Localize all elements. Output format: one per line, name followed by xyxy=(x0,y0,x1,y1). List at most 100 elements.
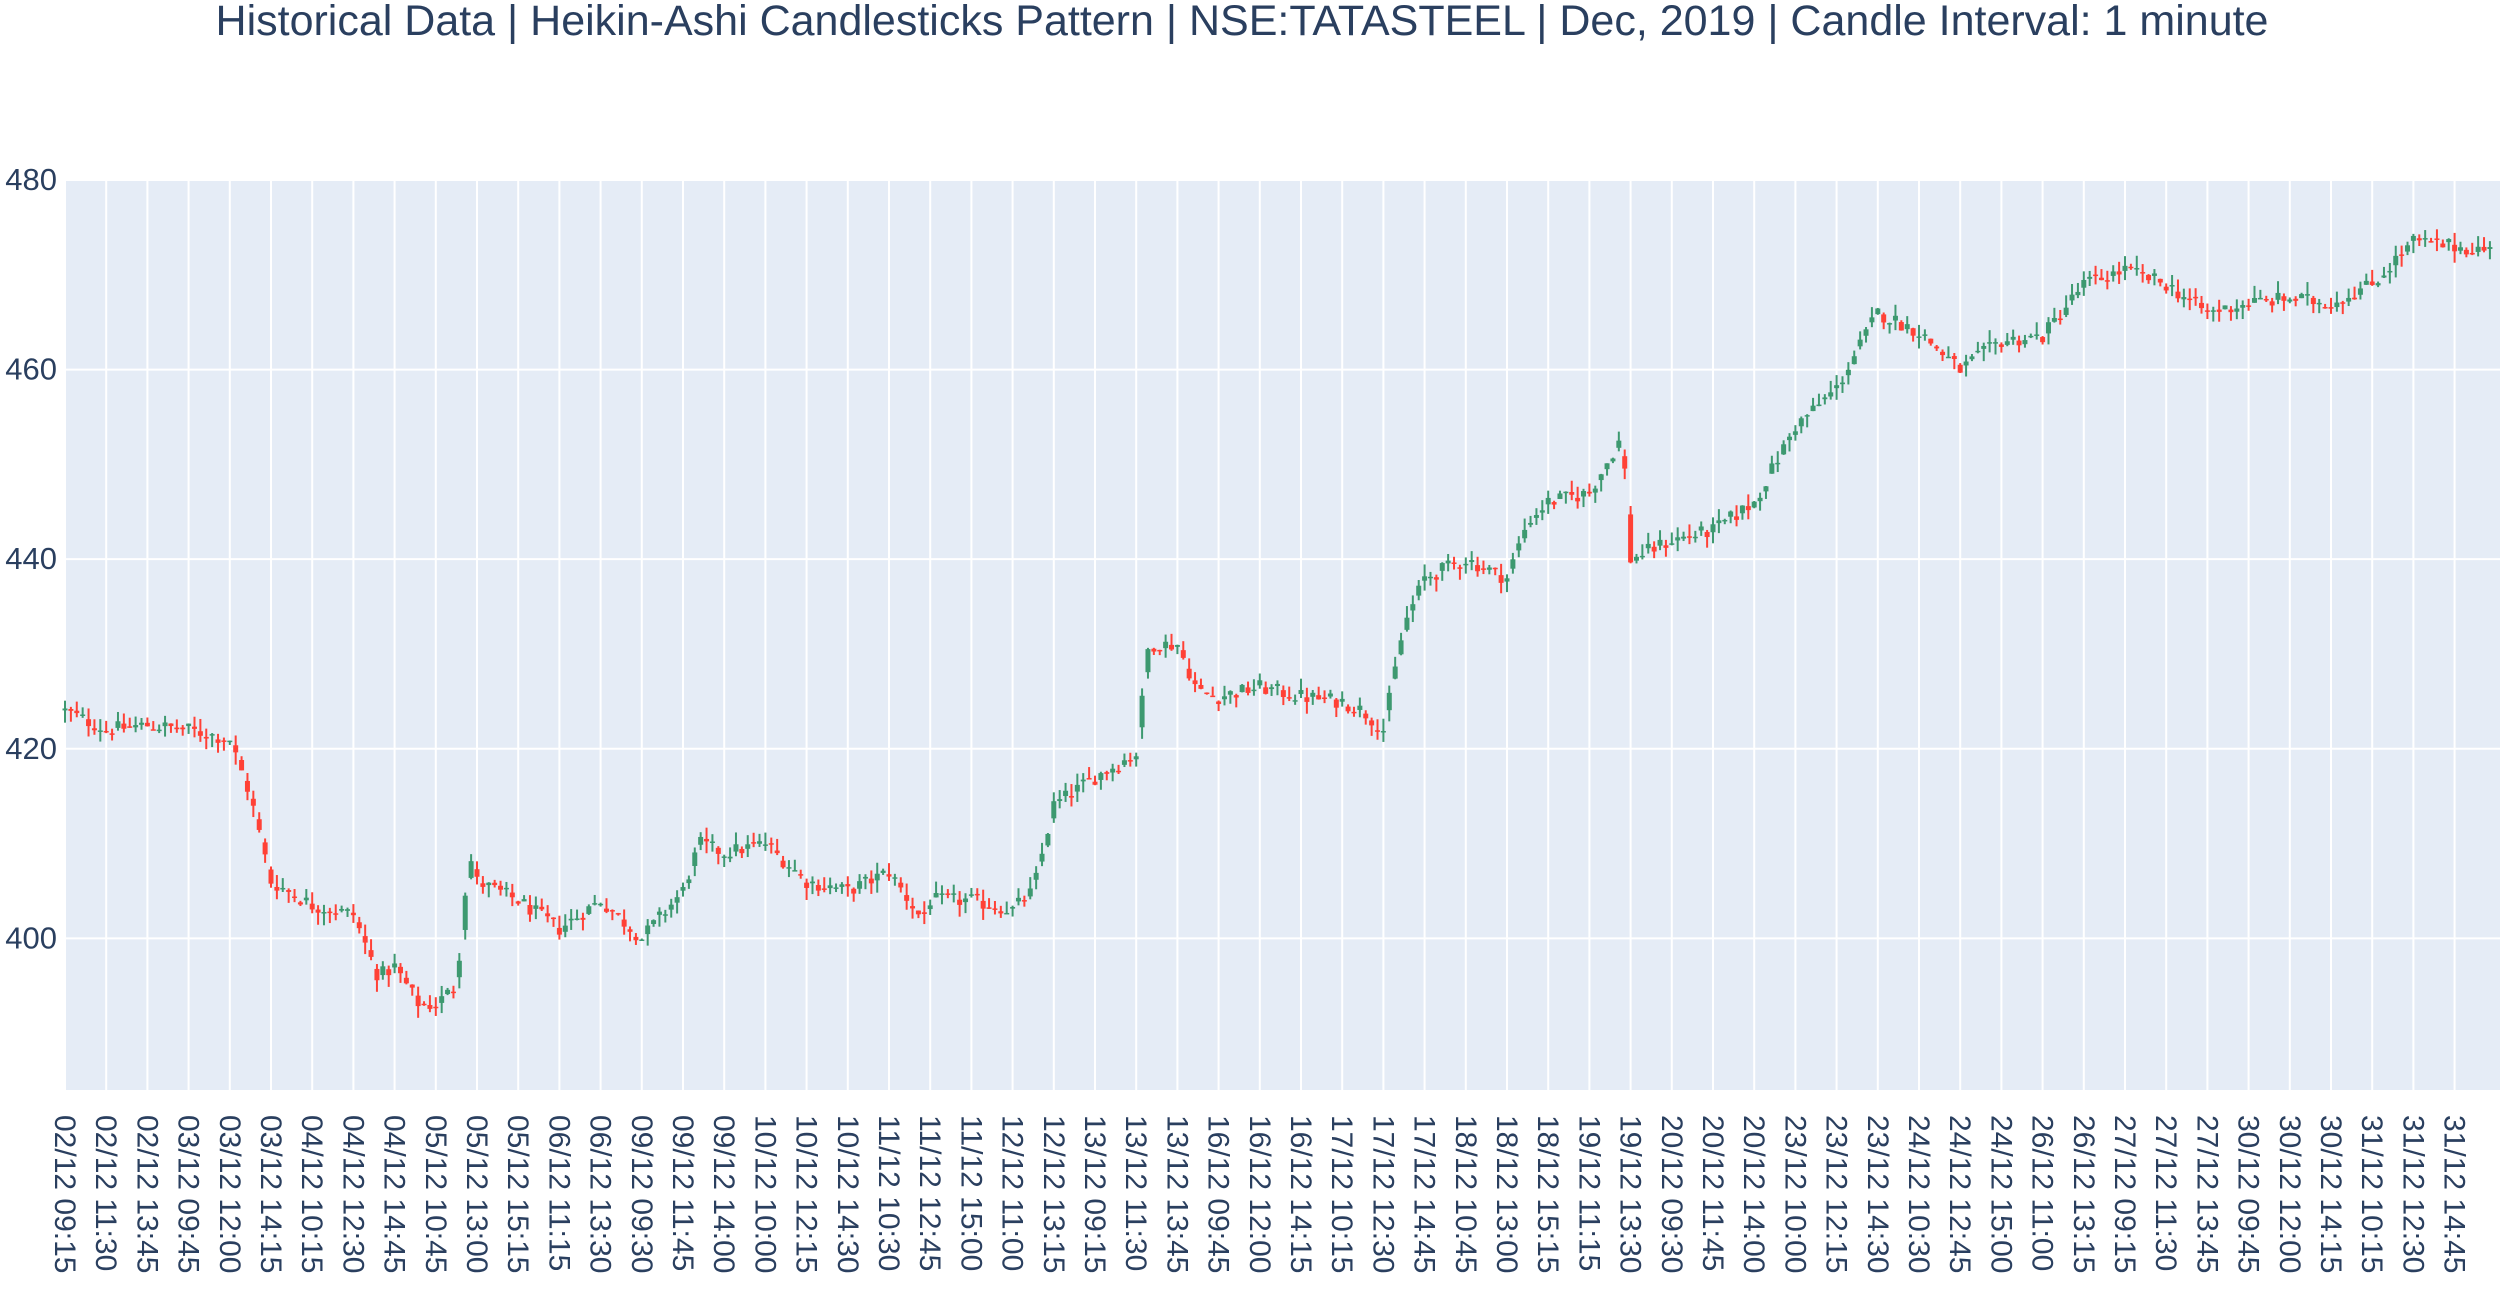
candle-body xyxy=(1339,698,1345,702)
candle-body xyxy=(1639,555,1645,558)
x-tick-label: 11/12 10:30 xyxy=(872,1115,905,1271)
x-tick-label: 27/12 13:45 xyxy=(2190,1115,2223,1273)
candle-body xyxy=(1934,346,1940,349)
y-axis: 400 420 440 460 480 xyxy=(5,162,57,955)
candle-body xyxy=(174,727,180,730)
candle-body xyxy=(2263,298,2269,301)
candle-body xyxy=(1745,506,1751,511)
candle-body xyxy=(427,1005,433,1009)
candle-body xyxy=(1804,415,1810,417)
candle-body xyxy=(527,905,533,915)
candle-body xyxy=(968,894,974,896)
candle-body xyxy=(1186,668,1192,679)
candle-body xyxy=(168,723,174,727)
y-tick-label: 400 xyxy=(5,920,57,955)
candle-body xyxy=(403,977,409,984)
candle-body xyxy=(709,841,715,843)
candle-body xyxy=(2234,308,2240,312)
candle-body xyxy=(680,887,686,891)
candle-body xyxy=(1922,334,1928,336)
candle-body xyxy=(1280,690,1286,698)
candle-body xyxy=(2422,238,2428,240)
candle-body xyxy=(1086,778,1092,780)
candle-body xyxy=(1039,853,1045,862)
x-tick-label: 05/12 10:45 xyxy=(419,1115,452,1273)
candle-body xyxy=(2428,241,2434,243)
candle-body xyxy=(2275,292,2281,300)
candle-body xyxy=(1357,705,1363,710)
candle-body xyxy=(1963,361,1969,366)
candle-body xyxy=(621,919,627,927)
candle-body xyxy=(1433,577,1439,580)
plot-area xyxy=(65,180,2500,1090)
candle-body xyxy=(562,925,568,932)
candle-body xyxy=(221,740,227,742)
candle-body xyxy=(286,890,292,892)
candle-body xyxy=(1798,418,1804,427)
candle-body xyxy=(2093,274,2099,277)
candle-body xyxy=(704,838,710,842)
candle-body xyxy=(1180,650,1186,658)
x-tick-label: 04/12 12:30 xyxy=(336,1115,369,1273)
candle-body xyxy=(1257,680,1263,686)
candle-body xyxy=(121,723,127,729)
candle-body xyxy=(2416,238,2422,241)
candle-body xyxy=(1763,486,1769,492)
candle-body xyxy=(886,874,892,877)
candle-body xyxy=(898,882,904,888)
candle-body xyxy=(127,726,133,728)
candle-body xyxy=(1457,567,1463,569)
candle-body xyxy=(362,936,368,943)
candle-body xyxy=(421,1003,427,1006)
candle-body xyxy=(433,1006,439,1009)
candle-body xyxy=(1386,692,1392,711)
x-tick-label: 02/12 09:15 xyxy=(48,1115,81,1273)
x-tick-label: 23/12 12:15 xyxy=(1820,1115,1853,1273)
candle-body xyxy=(1822,397,1828,400)
x-tick-label: 17/12 14:45 xyxy=(1408,1115,1441,1273)
x-tick-label: 13/12 13:45 xyxy=(1160,1115,1193,1273)
candle-body xyxy=(2469,252,2475,255)
candle-body xyxy=(815,885,821,891)
candle-body xyxy=(2457,247,2463,251)
candle-body xyxy=(2045,322,2051,334)
candle-body xyxy=(2199,302,2205,309)
candle-body xyxy=(2393,255,2399,266)
candle-body xyxy=(2375,283,2381,286)
candle-body xyxy=(598,903,604,906)
candle-body xyxy=(1127,760,1133,762)
candle-body xyxy=(256,819,262,830)
candle-body xyxy=(745,844,751,849)
candle-body xyxy=(1951,356,1957,360)
candle-body xyxy=(356,922,362,929)
candle-body xyxy=(539,906,545,910)
candle-body xyxy=(2181,297,2187,300)
candle-body xyxy=(315,909,321,913)
candle-body xyxy=(1486,567,1492,570)
candle-body xyxy=(1216,701,1222,705)
candle-body xyxy=(1133,756,1139,760)
candle-body xyxy=(97,730,103,732)
candle-body xyxy=(321,912,327,914)
candle-body xyxy=(1622,456,1628,469)
candle-body xyxy=(1051,801,1057,819)
x-tick-label: 24/12 10:30 xyxy=(1902,1115,1935,1273)
x-tick-label: 12/12 13:15 xyxy=(1037,1115,1070,1273)
candle-body xyxy=(462,895,468,930)
candle-body xyxy=(1775,462,1781,465)
candle-body xyxy=(2116,271,2122,275)
candle-body xyxy=(2122,265,2128,271)
candle-body xyxy=(292,896,298,899)
candle-body xyxy=(91,728,97,731)
candle-body xyxy=(980,900,986,909)
candle-body xyxy=(239,760,245,771)
candle-body xyxy=(1657,539,1663,546)
y-tick-label: 480 xyxy=(5,162,57,197)
candle-body xyxy=(951,893,957,895)
candle-body xyxy=(2257,297,2263,300)
candle-body xyxy=(727,856,733,859)
x-tick-label: 03/12 09:45 xyxy=(172,1115,205,1273)
candle-body xyxy=(244,780,250,792)
candle-body xyxy=(2475,246,2481,252)
candle-body xyxy=(1734,516,1740,520)
